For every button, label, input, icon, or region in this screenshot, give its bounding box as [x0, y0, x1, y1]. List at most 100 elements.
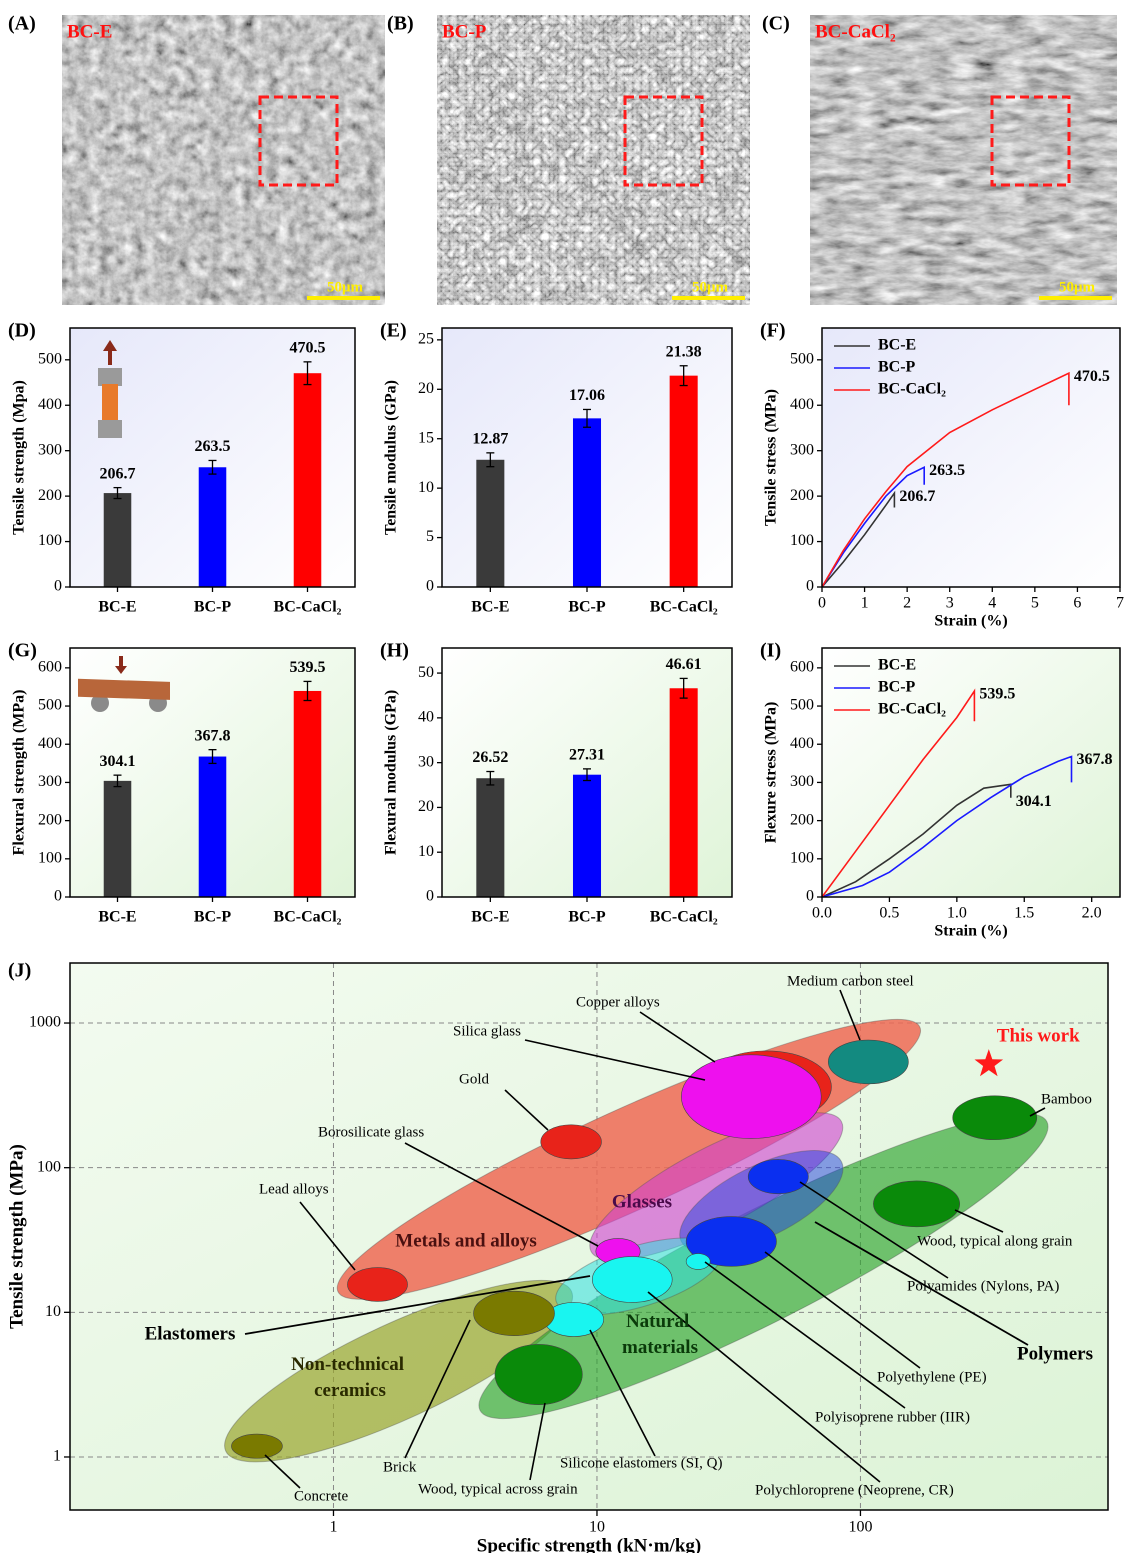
- legend-label: BC-E: [878, 337, 916, 354]
- y-tick-label: 10: [418, 843, 434, 860]
- legend-label: BC-P: [878, 679, 916, 696]
- family-label: Polymers: [1017, 1343, 1093, 1364]
- x-tick-label: 0.5: [879, 905, 899, 922]
- value-label: 539.5: [290, 659, 326, 676]
- y-tick-label: 400: [38, 735, 62, 752]
- bar: [476, 778, 504, 897]
- material-bubble: [873, 1181, 959, 1227]
- x-tick-label: BC-CaCl₂: [274, 599, 342, 616]
- bar: [573, 775, 601, 897]
- y-tick-label: 500: [38, 697, 62, 714]
- material-bubble: [541, 1125, 602, 1159]
- page: {"images": [ {"panel": "(A)", "label": "…: [0, 0, 1127, 1553]
- material-label: Medium carbon steel: [787, 973, 914, 989]
- y-axis-title: Tensile modulus (GPa): [383, 380, 400, 535]
- y-axis-title: Tensile strength (Mpa): [11, 380, 28, 535]
- y-tick-label: 100: [790, 849, 814, 866]
- bar: [104, 493, 132, 587]
- material-label: Copper alloys: [576, 994, 660, 1010]
- x-tick-label: BC-P: [194, 909, 232, 926]
- material-label: Bamboo: [1041, 1091, 1092, 1107]
- x-tick-label: 100: [848, 1519, 872, 1536]
- y-axis-title: Tensile strength (MPa): [6, 1144, 27, 1329]
- family-label-line: Natural: [626, 1311, 694, 1332]
- material-bubble: [231, 1434, 282, 1458]
- x-tick-label: 4: [988, 595, 996, 612]
- x-axis-title: Specific strength (kN·m/kg): [477, 1535, 701, 1553]
- legend-label: BC-CaCl₂: [878, 701, 946, 718]
- panel-letter: (B): [387, 13, 414, 35]
- x-tick-label: 6: [1073, 595, 1081, 612]
- y-tick-label: 100: [38, 849, 62, 866]
- y-tick-label: 500: [790, 697, 814, 714]
- y-tick-label: 0: [426, 888, 434, 905]
- material-label: Gold: [459, 1071, 490, 1087]
- y-axis-title: Tensile stress (MPa): [763, 389, 780, 526]
- value-label: 21.38: [666, 343, 702, 360]
- y-tick-label: 600: [790, 659, 814, 676]
- y-tick-label: 50: [418, 664, 434, 681]
- material-label: Borosilicate glass: [318, 1124, 424, 1140]
- family-label: Elastomers: [145, 1323, 236, 1344]
- y-tick-label: 5: [426, 528, 434, 545]
- material-label: Silicone elastomers (SI, Q): [560, 1455, 722, 1471]
- material-label: Concrete: [294, 1488, 348, 1504]
- panel-letter: (J): [8, 960, 31, 982]
- legend-label: BC-CaCl₂: [878, 381, 946, 398]
- panel-letter: (G): [8, 640, 37, 662]
- x-tick-label: BC-P: [568, 909, 606, 926]
- panel-letter: (F): [760, 320, 786, 342]
- highlight-label: This work: [997, 1025, 1080, 1046]
- plot-background: [822, 648, 1120, 897]
- y-tick-label: 0: [806, 888, 814, 905]
- material-bubble: [474, 1291, 555, 1335]
- y-tick-label: 300: [790, 773, 814, 790]
- x-tick-label: BC-E: [471, 599, 509, 616]
- bar: [294, 373, 322, 587]
- bar: [670, 376, 698, 587]
- y-tick-label: 40: [418, 709, 434, 726]
- x-tick-label: BC-CaCl₂: [274, 909, 342, 926]
- end-label: 539.5: [979, 686, 1015, 703]
- x-tick-label: BC-E: [471, 909, 509, 926]
- x-tick-label: BC-E: [98, 909, 136, 926]
- y-tick-label: 400: [790, 735, 814, 752]
- material-bubble: [828, 1040, 908, 1084]
- x-tick-label: 1.0: [947, 905, 967, 922]
- y-tick-label: 100: [790, 532, 814, 549]
- panel-letter: (C): [762, 13, 790, 35]
- family-label-line: ceramics: [314, 1380, 386, 1401]
- scale-bar-label: 50μm: [692, 279, 729, 295]
- material-label: Polyethylene (PE): [877, 1369, 987, 1385]
- family-label-line: Non-technical: [291, 1354, 409, 1375]
- y-tick-label: 0: [806, 578, 814, 595]
- material-label: Polyisoprene rubber (IIR): [815, 1409, 970, 1425]
- x-tick-label: 3: [946, 595, 954, 612]
- y-tick-label: 200: [790, 487, 814, 504]
- family-label: Metals and alloys: [395, 1230, 536, 1251]
- y-tick-label: 400: [38, 396, 62, 413]
- inset-specimen: [102, 384, 118, 424]
- x-tick-label: 1.5: [1014, 905, 1034, 922]
- x-tick-label: BC-E: [98, 599, 136, 616]
- scale-bar-label: 50μm: [327, 279, 364, 295]
- end-label: 470.5: [1074, 368, 1110, 385]
- bar: [573, 418, 601, 587]
- bar: [476, 460, 504, 587]
- x-axis-title: Strain (%): [934, 613, 1007, 630]
- y-tick-label: 0: [54, 888, 62, 905]
- legend-label: BC-P: [878, 359, 916, 376]
- material-label: Polyamides (Nylons, PA): [907, 1278, 1059, 1294]
- x-tick-label: BC-CaCl₂: [650, 599, 718, 616]
- y-tick-label: 100: [38, 532, 62, 549]
- panel-letter: (E): [380, 320, 407, 342]
- y-tick-label: 10: [418, 479, 434, 496]
- bar: [294, 691, 322, 897]
- material-bubble: [495, 1344, 582, 1404]
- y-tick-label: 20: [418, 798, 434, 815]
- y-axis-title: Flexural modulus (GPa): [383, 690, 400, 855]
- sample-label: BC-CaCl₂: [815, 21, 896, 42]
- family-label-line: materials: [622, 1337, 698, 1358]
- y-tick-label: 1: [53, 1448, 61, 1465]
- y-tick-label: 0: [54, 578, 62, 595]
